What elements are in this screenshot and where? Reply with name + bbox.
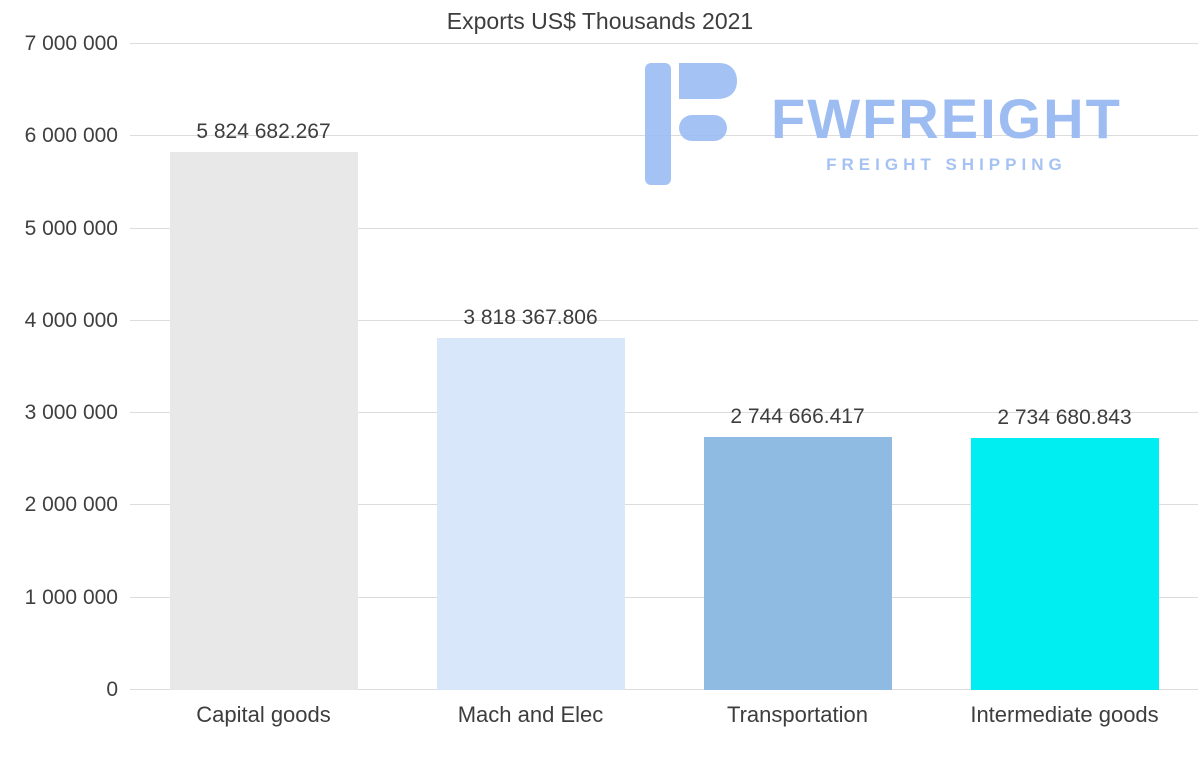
- bars: 5 824 682.267 3 818 367.806 2 744 666.417 2…: [130, 44, 1198, 690]
- bar-value-label: 2 744 666.417: [730, 404, 865, 428]
- watermark-tagline: FREIGHT SHIPPING: [826, 155, 1067, 174]
- y-axis-tick-label: 4 000 000: [24, 308, 118, 332]
- y-axis-tick-label: 5 000 000: [24, 216, 118, 240]
- bar-capital-goods: [169, 152, 358, 690]
- bar-group-intermediate-goods: 2 734 680.843: [931, 44, 1198, 690]
- gridline: [130, 319, 1198, 321]
- bar-value-label: 2 734 680.843: [997, 405, 1132, 429]
- gridline: [130, 596, 1198, 598]
- y-axis-tick-label: 2 000 000: [24, 493, 118, 517]
- bar-group-mach-and-elec: 3 818 367.806: [397, 44, 664, 690]
- bar-intermediate-goods: [970, 437, 1159, 690]
- chart-title: Exports US$ Thousands 2021: [446, 8, 754, 34]
- y-axis-tick-label: 3 000 000: [24, 401, 118, 425]
- bar-value-label: 3 818 367.806: [463, 305, 598, 329]
- bar-group-transportation: 2 744 666.417: [664, 44, 931, 690]
- y-axis-tick-label: 0: [106, 678, 118, 701]
- gridline: [130, 43, 1198, 44]
- plot-area: 5 824 682.267 3 818 367.806 2 744 666.417 2…: [130, 43, 1198, 690]
- gridline: [130, 412, 1198, 414]
- x-axis-category-label: Capital goods: [196, 702, 331, 727]
- y-axis-tick-label: 6 000 000: [24, 124, 118, 148]
- gridline: [130, 504, 1198, 506]
- fwfreight-logo-icon: [645, 63, 745, 185]
- x-axis-category-label: Mach and Elec: [457, 702, 604, 727]
- y-axis-tick-label: 7 000 000: [24, 32, 118, 55]
- y-axis: 0 1 000 000 2 000 000 3 000 000 4 000 000 5 0…: [0, 32, 118, 701]
- watermark: FWFREIGHT FREIGHT SHIPPING: [645, 63, 1122, 185]
- bar-group-capital-goods: 5 824 682.267: [130, 44, 397, 690]
- gridline: [130, 227, 1198, 229]
- bar-mach-and-elec: [436, 337, 625, 690]
- watermark-brand: FWFREIGHT: [771, 87, 1122, 150]
- x-axis-category-label: Intermediate goods: [970, 702, 1159, 727]
- y-axis-tick-label: 1 000 000: [24, 585, 118, 609]
- bar-value-label: 5 824 682.267: [196, 120, 331, 144]
- bar-transportation: [703, 436, 892, 690]
- watermark-text: FWFREIGHT FREIGHT SHIPPING: [771, 91, 1122, 175]
- x-axis-category-label: Transportation: [726, 702, 869, 727]
- gridline: [130, 689, 1198, 690]
- x-axis: Capital goods Mach and Elec Transportation…: [130, 702, 1198, 728]
